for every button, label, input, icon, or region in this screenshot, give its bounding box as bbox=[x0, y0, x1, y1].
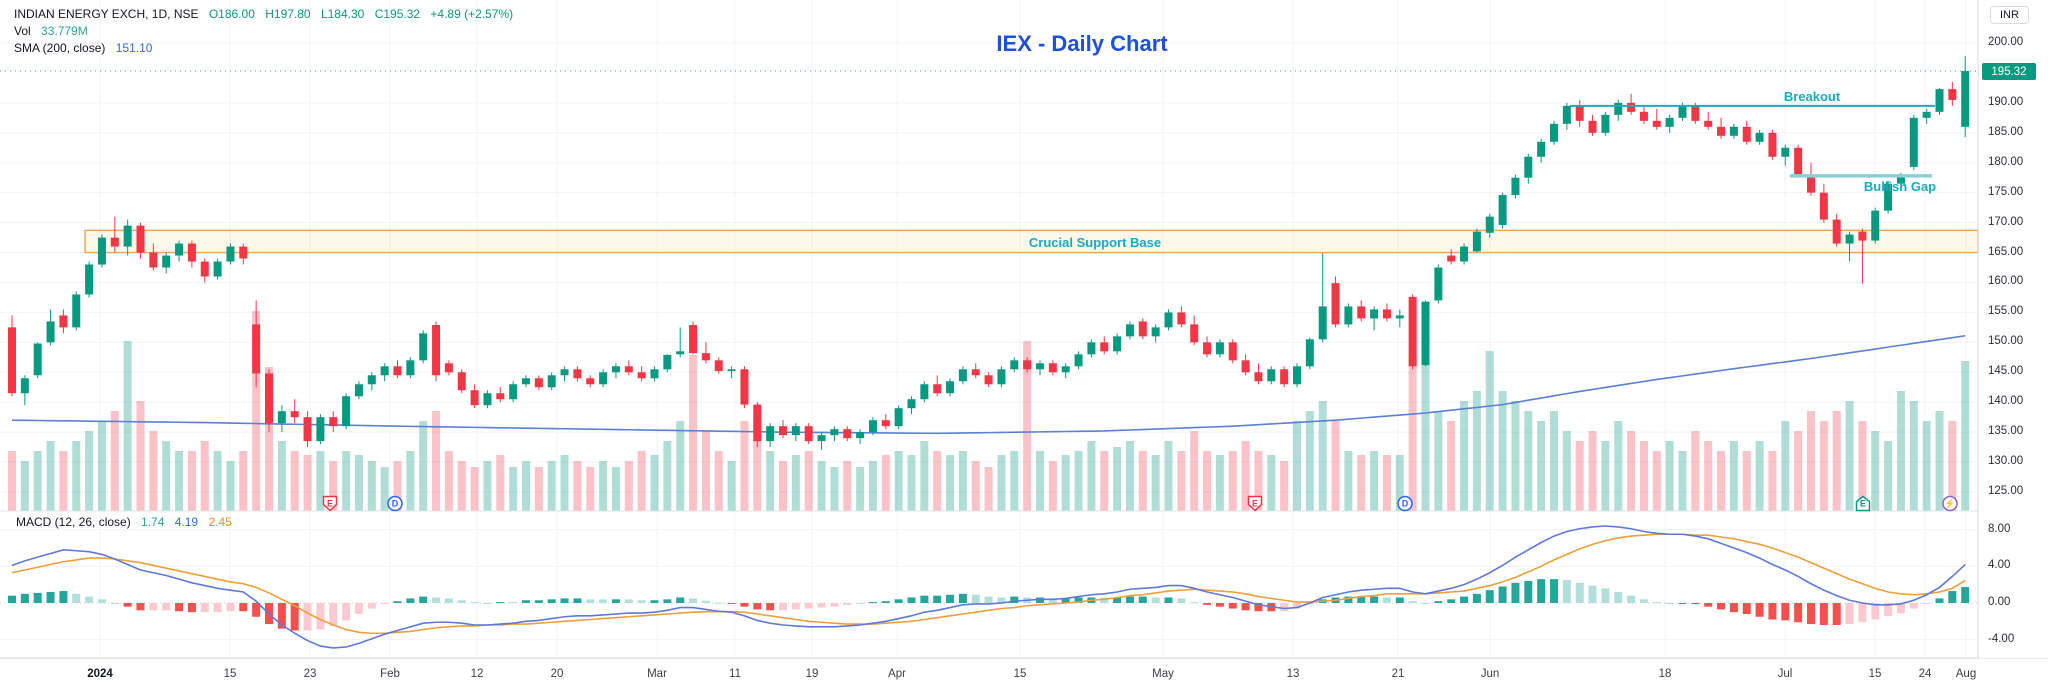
price-tick-label: 150.00 bbox=[1988, 335, 2024, 348]
time-tick-label: 20 bbox=[550, 668, 564, 680]
macd-tick-label: 4.00 bbox=[1988, 559, 2011, 572]
close-value: C195.32 bbox=[374, 7, 421, 21]
chart-title: IEX - Daily Chart bbox=[996, 31, 1168, 56]
price-tick-label: 135.00 bbox=[1988, 425, 2024, 438]
macd-hist-value: 1.74 bbox=[141, 515, 165, 529]
time-tick-label: 18 bbox=[1658, 668, 1672, 680]
svg-text:E: E bbox=[327, 499, 333, 509]
price-tick-label: 160.00 bbox=[1988, 275, 2024, 288]
price-tick-label: 175.00 bbox=[1988, 185, 2024, 198]
time-tick-label: 15 bbox=[1013, 668, 1027, 680]
change-value: +4.89 (+2.57%) bbox=[430, 7, 514, 21]
price-tick-label: 145.00 bbox=[1988, 365, 2024, 378]
time-tick-label: Jun bbox=[1480, 668, 1500, 680]
time-tick-label: 15 bbox=[1868, 668, 1882, 680]
time-tick-label: May bbox=[1152, 668, 1174, 680]
earnings-marker-icon[interactable]: E bbox=[1855, 495, 1871, 512]
bullish-gap-annotation-label[interactable]: Bullish Gap bbox=[1863, 179, 1937, 194]
price-tick-label: 170.00 bbox=[1988, 215, 2024, 228]
price-tick-label: 200.00 bbox=[1988, 36, 2024, 48]
macd-label[interactable]: MACD (12, 26, close) bbox=[16, 515, 131, 529]
time-tick-label: Feb bbox=[380, 668, 400, 680]
sma-label[interactable]: SMA (200, close) bbox=[14, 41, 106, 55]
macd-tick-label: 0.00 bbox=[1988, 596, 2011, 608]
earnings-marker-icon[interactable]: E bbox=[1247, 495, 1263, 512]
price-tick-label: 125.00 bbox=[1988, 485, 2024, 498]
time-tick-label: Jul bbox=[1777, 668, 1793, 680]
price-tick-label: 130.00 bbox=[1988, 455, 2024, 468]
macd-line-value: 4.19 bbox=[174, 515, 199, 529]
price-tick-label: 190.00 bbox=[1988, 95, 2024, 108]
low-value: L184.30 bbox=[320, 7, 365, 21]
time-tick-label: 13 bbox=[1286, 668, 1300, 680]
dividend-marker-icon[interactable]: D bbox=[387, 495, 403, 512]
svg-text:⚡: ⚡ bbox=[1944, 498, 1955, 510]
volume-label: Vol bbox=[14, 24, 31, 38]
macd-tick-label: -4.00 bbox=[1988, 632, 2015, 645]
price-tick-label: 185.00 bbox=[1988, 125, 2024, 138]
time-tick-label: 24 bbox=[1918, 668, 1932, 680]
time-tick-label: Apr bbox=[888, 668, 906, 680]
volume-value: 33.779M bbox=[41, 24, 88, 38]
svg-text:D: D bbox=[392, 499, 399, 509]
symbol-ohlc-row: INDIAN ENERGY EXCH, 1D, NSE O186.00 H197… bbox=[14, 6, 520, 22]
time-tick-label: 11 bbox=[729, 668, 741, 680]
sma-value: 151.10 bbox=[115, 41, 153, 55]
macd-legend: MACD (12, 26, close) 1.74 4.19 2.45 bbox=[16, 514, 239, 531]
time-tick-label: 2024 bbox=[87, 668, 113, 680]
high-value: H197.80 bbox=[265, 7, 311, 21]
volume-row: Vol 33.779M bbox=[14, 23, 520, 39]
price-tick-label: 165.00 bbox=[1988, 245, 2024, 258]
macd-signal-value: 2.45 bbox=[208, 515, 232, 529]
symbol-legend: INDIAN ENERGY EXCH, 1D, NSE O186.00 H197… bbox=[14, 6, 520, 57]
price-tick-label: 180.00 bbox=[1988, 155, 2024, 168]
time-tick-label: Mar bbox=[647, 668, 667, 680]
support-base-annotation-label[interactable]: Crucial Support Base bbox=[1028, 235, 1162, 250]
svg-text:D: D bbox=[1402, 499, 1409, 509]
svg-text:E: E bbox=[1860, 499, 1866, 509]
macd-tick-label: 8.00 bbox=[1988, 522, 2011, 535]
price-tick-label: 140.00 bbox=[1988, 395, 2024, 408]
price-tick-label: 155.00 bbox=[1988, 305, 2024, 318]
sma-row: SMA (200, close) 151.10 bbox=[14, 40, 520, 56]
time-tick-label: 21 bbox=[1391, 668, 1405, 680]
time-tick-label: 19 bbox=[805, 668, 819, 680]
symbol-name[interactable]: INDIAN ENERGY EXCH, 1D, NSE bbox=[14, 7, 199, 21]
earnings-marker-icon[interactable]: E bbox=[322, 495, 338, 512]
open-value: O186.00 bbox=[208, 7, 255, 21]
event-marker-icon[interactable]: ⚡ bbox=[1942, 495, 1958, 512]
time-tick-label: 15 bbox=[223, 668, 237, 680]
last-price-badge[interactable]: 195.32 bbox=[1982, 63, 2036, 80]
currency-button[interactable]: INR bbox=[1990, 6, 2029, 24]
price-axis-gutter[interactable] bbox=[1979, 0, 2048, 658]
time-tick-label: 23 bbox=[303, 668, 317, 680]
breakout-annotation-label[interactable]: Breakout bbox=[1783, 89, 1841, 104]
time-tick-label: 12 bbox=[470, 668, 484, 680]
time-tick-label: Aug bbox=[1955, 668, 1977, 680]
dividend-marker-icon[interactable]: D bbox=[1397, 495, 1413, 512]
svg-text:E: E bbox=[1252, 499, 1258, 509]
